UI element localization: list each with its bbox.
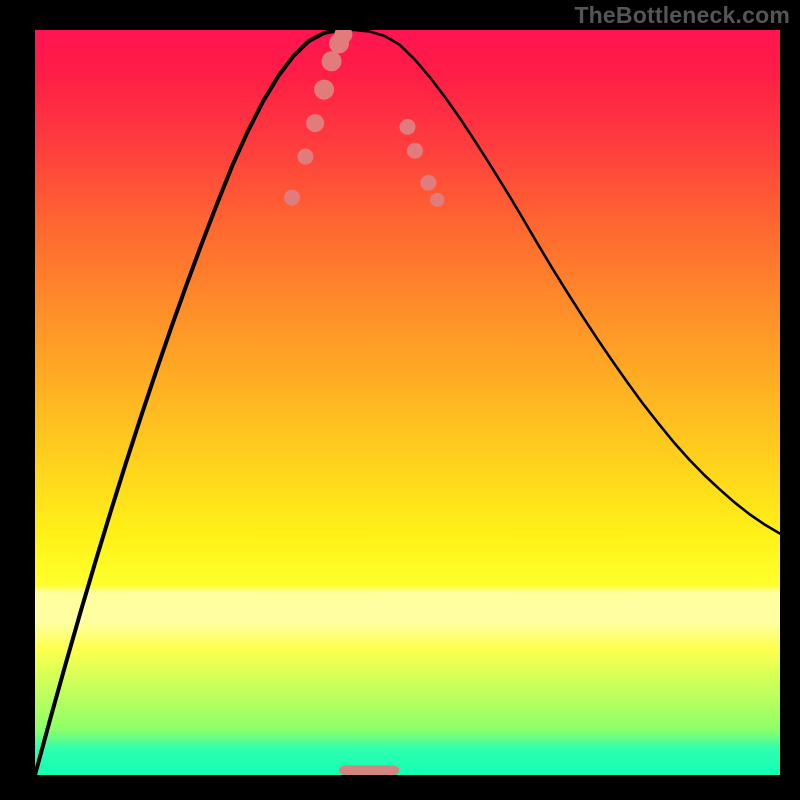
curve-right (339, 30, 780, 534)
curve-marker (430, 193, 444, 207)
curve-left (35, 30, 339, 775)
chart-overlay (35, 30, 780, 775)
curve-marker (297, 149, 313, 165)
stage: TheBottleneck.com (0, 0, 800, 800)
curve-marker (400, 119, 416, 135)
curve-marker (407, 143, 423, 159)
trough-bar (339, 765, 399, 775)
plot-area (35, 30, 780, 775)
watermark-text: TheBottleneck.com (574, 2, 790, 29)
curve-marker (322, 51, 342, 71)
curve-marker (284, 190, 300, 206)
curve-marker (314, 80, 334, 100)
curve-marker (306, 114, 324, 132)
curve-marker (420, 175, 436, 191)
